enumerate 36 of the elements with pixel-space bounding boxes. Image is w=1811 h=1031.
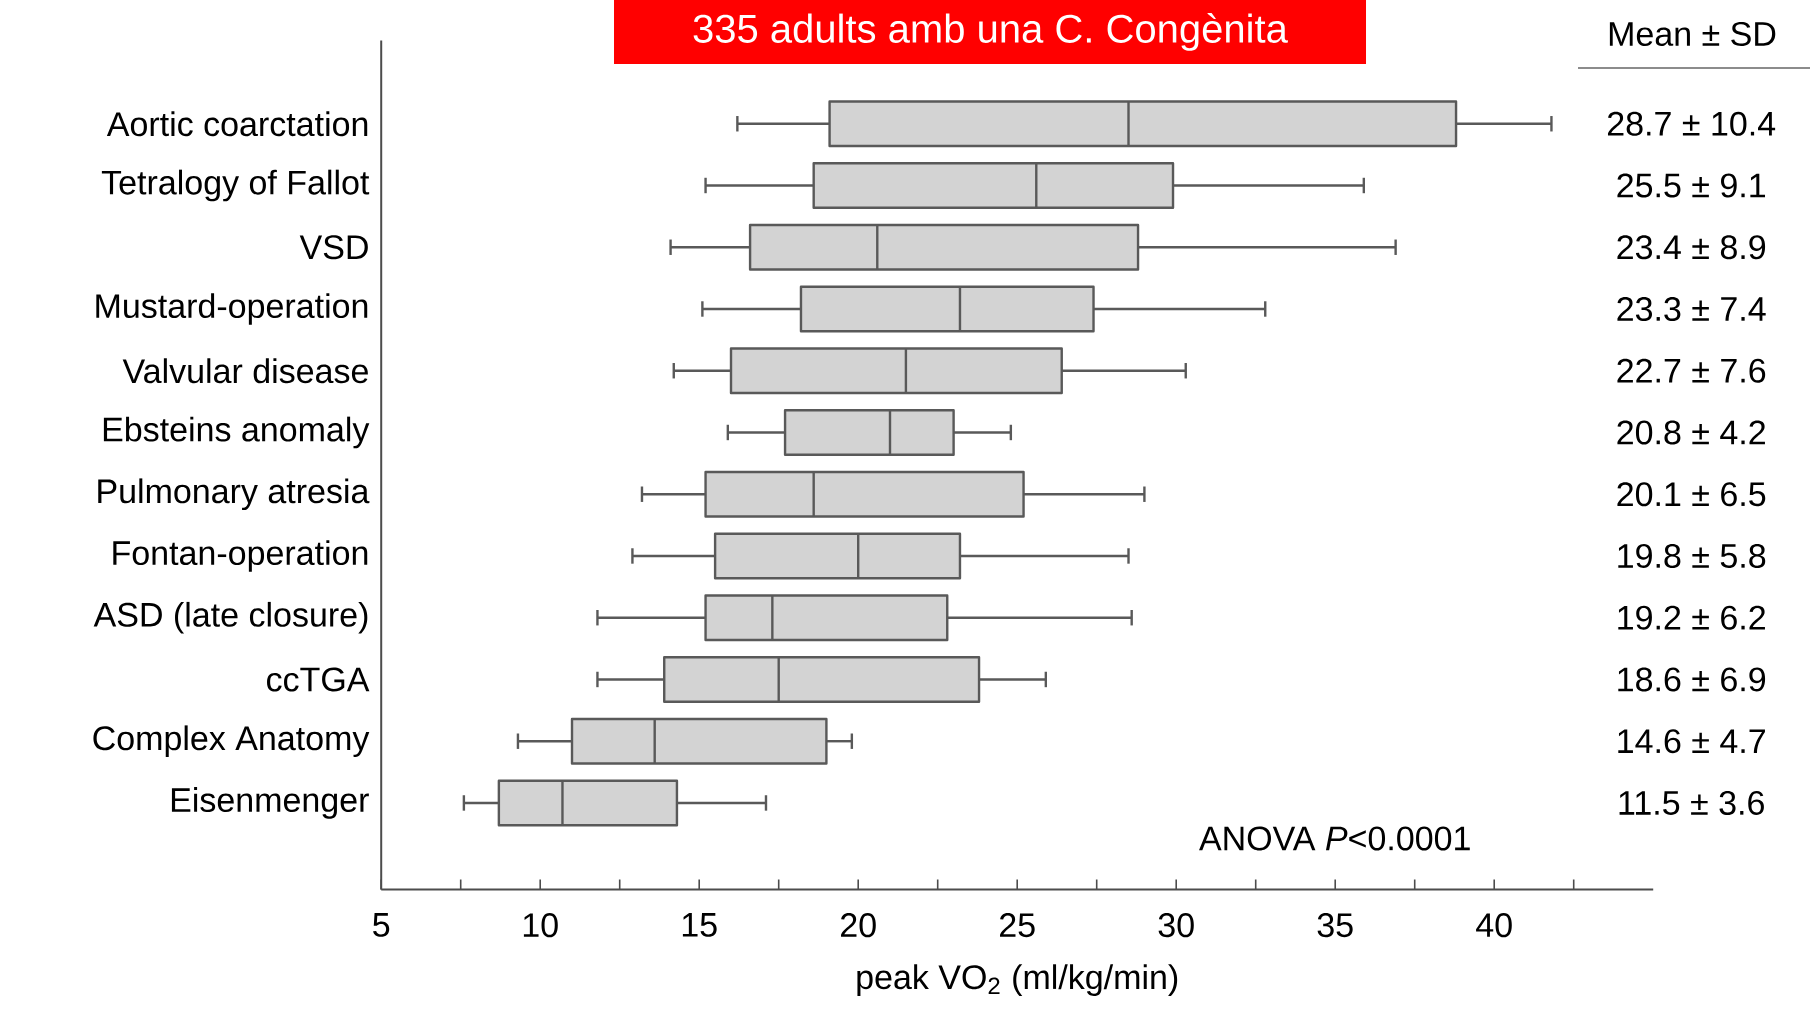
x-tick-label: 5 [373,913,390,937]
annotation: 18.6 ± 6.9 [1618,667,1766,692]
annotation: 25.5 ± 9.1 [1617,173,1766,198]
annotation: 19.2 ± 6.2 [1618,605,1765,630]
y-tick-label: Ebsteins anomaly [103,416,370,449]
y-tick-label: Tetralogy of Fallot [101,169,370,202]
y-tick-label: Mustard-operation [96,293,368,325]
annotation: 11.5 ± 3.6 [1619,790,1764,815]
x-tick-label: 25 [1000,913,1035,938]
annotation: 20.1 ± 6.5 [1617,482,1766,507]
y-tick-label: VSD [299,235,368,260]
annotation: ANOVA P<0.0001 [1199,826,1470,851]
x-tick-label: 15 [682,913,717,937]
annotation: 23.3 ± 7.4 [1617,296,1766,322]
chart-title: 335 adults amb una C. Congènita [693,13,1288,51]
annotation: 20.8 ± 4.2 [1617,420,1765,445]
y-tick-label: ccTGA [267,667,370,692]
annotation: 28.7 ± 10.4 [1607,111,1776,136]
x-tick-label: 10 [523,913,558,938]
x-tick-label: 20 [841,913,876,938]
x-tick-label: 35 [1317,913,1353,938]
annotation: Mean ± SD [1609,21,1776,47]
y-tick-label: Eisenmenger [171,787,369,819]
annotation: 22.7 ± 7.6 [1617,358,1766,383]
y-tick-label: Aortic coarctation [106,111,368,137]
y-tick-label: Valvular disease [122,358,368,384]
x-tick-label: 30 [1158,913,1194,938]
y-tick-label: ASD (late closure) [93,601,368,634]
annotation: 19.8 ± 5.8 [1618,543,1766,569]
annotation: 23.4 ± 8.9 [1617,235,1766,260]
y-tick-label: Complex Anatomy [93,725,370,758]
annotation: 14.6 ± 4.7 [1618,729,1765,754]
y-tick-label: Fontan-operation [113,540,368,572]
x-tick-label: 40 [1476,913,1512,938]
x-axis-title: peak VO$_{2}$ (ml/kg/min) [857,964,1178,996]
y-tick-label: Pulmonary atresia [98,478,370,511]
